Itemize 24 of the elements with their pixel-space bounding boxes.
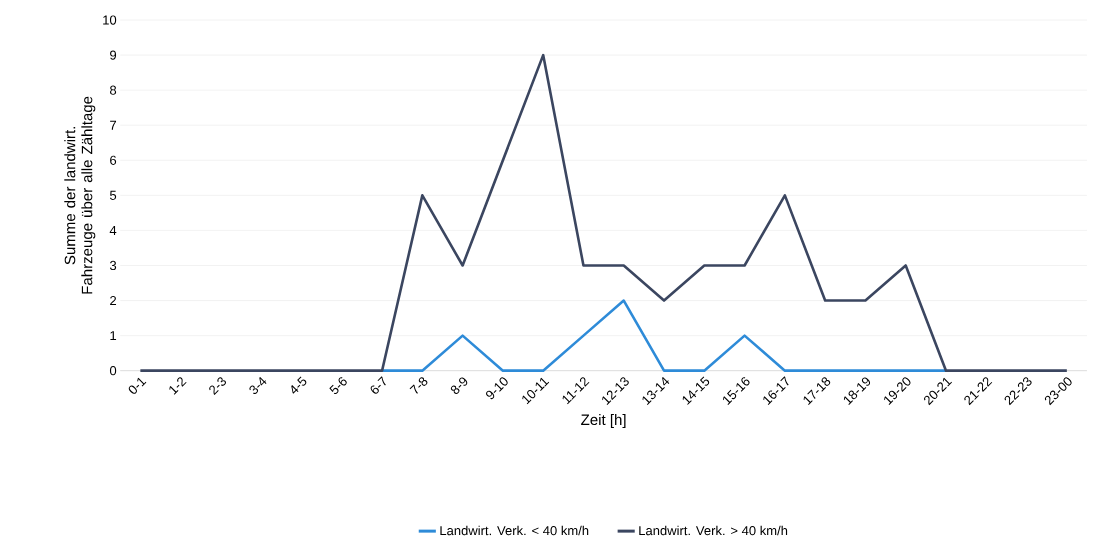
x-axis-title: Zeit [h] bbox=[581, 414, 626, 429]
x-tick-label: 4-5 bbox=[291, 376, 307, 394]
y-axis-title: Summe der landwirt. Fahrzeuge über alle Zähltage bbox=[64, 96, 96, 294]
y-tick-label: 5 bbox=[109, 190, 117, 200]
legend-label: Landwirt. Verk. > 40 km/h bbox=[639, 525, 788, 536]
x-tick-label: 7-8 bbox=[409, 377, 428, 394]
x-tick-label: 6-7 bbox=[370, 376, 386, 394]
x-tick-label: 5-6 bbox=[329, 377, 347, 395]
y-tick-label: 8 bbox=[110, 85, 117, 95]
y-tick-label: 2 bbox=[110, 296, 117, 306]
y-tick-label: 7 bbox=[110, 120, 117, 130]
x-tick-label: 8-9 bbox=[450, 377, 468, 395]
y-tick-label: 10 bbox=[103, 15, 117, 25]
y-tick-label: 9 bbox=[110, 50, 117, 60]
x-tick-label: 0-1 bbox=[128, 377, 147, 394]
y-tick-label: 0 bbox=[109, 366, 117, 376]
legend-label: Landwirt. Verk. < 40 km/h bbox=[440, 525, 589, 536]
y-tick-label: 6 bbox=[110, 155, 117, 165]
x-tick-label: 1-2 bbox=[169, 377, 187, 395]
y-tick-label: 3 bbox=[109, 260, 117, 271]
y-tick-label: 4 bbox=[109, 225, 117, 235]
x-tick-label: 3-4 bbox=[249, 376, 267, 395]
x-tick-label: 2-3 bbox=[209, 377, 227, 395]
y-tick-label: 1 bbox=[110, 331, 117, 341]
